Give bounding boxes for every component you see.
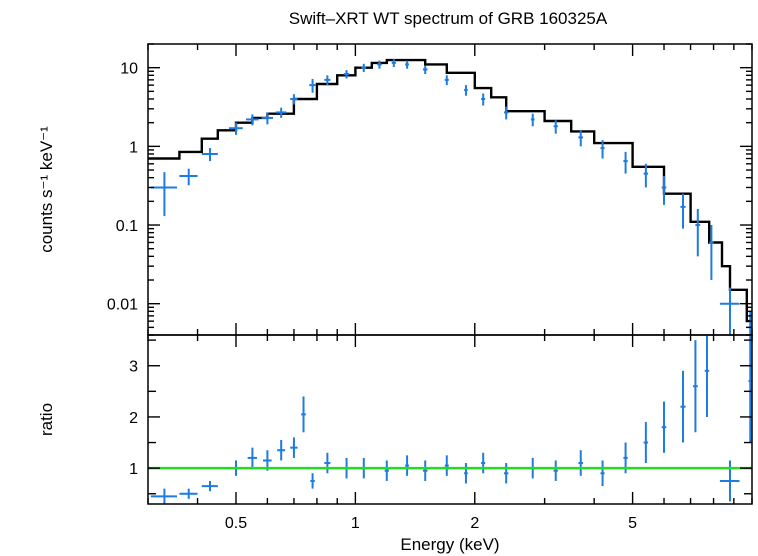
data-point	[275, 107, 287, 118]
data-point	[290, 94, 298, 105]
data-point	[422, 460, 428, 481]
data-point	[361, 63, 367, 73]
data-point	[343, 70, 350, 79]
spectrum-y-axis-label: counts s⁻¹ keV⁻¹	[37, 126, 56, 253]
data-point	[600, 460, 605, 487]
x-tick-label: 1	[351, 515, 360, 532]
ratio-panel: 0.5 1 2 5 1 2 3 ratio Energy (keV)	[37, 334, 753, 554]
data-point	[504, 106, 509, 120]
data-point	[709, 225, 714, 281]
data-point	[693, 340, 698, 433]
x-tick-label: 5	[628, 515, 637, 532]
data-point	[643, 422, 649, 464]
data-point	[301, 396, 306, 433]
data-point	[643, 163, 649, 188]
data-point	[324, 75, 331, 86]
data-point	[246, 114, 259, 126]
data-point	[719, 460, 740, 502]
data-point	[680, 370, 686, 443]
data-point	[661, 175, 667, 205]
y-tick-label: 0.1	[116, 218, 138, 235]
x-axis-label: Energy (keV)	[400, 535, 499, 554]
data-point	[277, 439, 286, 461]
y-tick-label: 10	[120, 61, 138, 78]
data-point	[444, 455, 449, 476]
data-point	[324, 452, 331, 474]
data-point	[530, 113, 535, 127]
data-point	[704, 335, 710, 417]
data-point	[247, 447, 258, 469]
data-point	[309, 78, 316, 93]
data-point	[377, 60, 382, 69]
data-point	[504, 463, 509, 484]
y-tick-label: 1	[129, 461, 138, 478]
data-point	[661, 401, 667, 453]
data-point	[405, 60, 409, 69]
data-point	[464, 463, 468, 484]
data-point	[719, 287, 740, 335]
data-point	[444, 75, 449, 86]
x-tick-label: 0.5	[225, 515, 247, 532]
data-point	[310, 473, 315, 489]
y-tick-label: 2	[129, 410, 138, 427]
model-curve-group	[148, 58, 752, 323]
ratio-y-axis-label: ratio	[37, 403, 56, 436]
data-point	[481, 452, 486, 474]
data-point	[553, 120, 558, 134]
data-point	[553, 460, 558, 481]
data-point	[179, 168, 198, 186]
data-point	[578, 450, 584, 476]
spectrum-plot-frame	[147, 43, 753, 336]
x-tick-label: 2	[470, 515, 479, 532]
data-point	[384, 460, 389, 481]
ratio-plot-frame	[147, 334, 753, 505]
model-curve	[148, 58, 752, 323]
spectrum-data-points	[150, 59, 752, 335]
data-point	[201, 480, 218, 492]
data-point	[201, 148, 218, 162]
data-point	[261, 112, 274, 125]
data-point	[623, 151, 628, 174]
spectrum-panel: 0.01 0.1 1 10 counts s⁻¹ keV⁻¹	[37, 43, 753, 336]
spectrum-axis-ticks: 0.01 0.1 1 10	[107, 43, 753, 336]
data-point	[695, 208, 701, 257]
data-point	[179, 488, 198, 499]
chart-title: Swift–XRT WT spectrum of GRB 160325A	[289, 9, 608, 28]
data-point	[405, 455, 409, 476]
ratio-data-points	[150, 335, 752, 504]
data-point	[150, 172, 177, 217]
y-tick-label: 1	[129, 139, 138, 156]
data-point	[150, 488, 177, 504]
data-point	[391, 59, 396, 68]
data-point	[680, 193, 686, 229]
ratio-axis-ticks: 0.5 1 2 5 1 2 3	[129, 335, 753, 532]
data-point	[481, 93, 486, 106]
y-tick-label: 3	[129, 359, 138, 376]
data-point	[422, 65, 428, 75]
data-point	[290, 437, 298, 458]
data-point	[600, 140, 605, 159]
data-point	[228, 122, 243, 135]
data-point	[578, 130, 584, 147]
data-point	[464, 85, 468, 96]
y-tick-label: 0.01	[107, 297, 138, 314]
